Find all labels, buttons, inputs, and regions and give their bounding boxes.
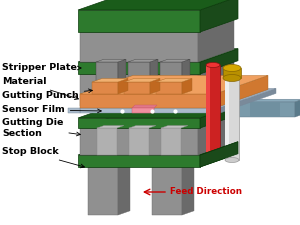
Polygon shape xyxy=(80,32,198,62)
Polygon shape xyxy=(80,128,198,155)
Polygon shape xyxy=(78,10,200,32)
Polygon shape xyxy=(78,0,238,10)
Polygon shape xyxy=(223,68,241,78)
Polygon shape xyxy=(206,65,210,155)
Polygon shape xyxy=(78,49,238,62)
Polygon shape xyxy=(78,118,200,128)
Polygon shape xyxy=(96,62,118,108)
Polygon shape xyxy=(160,59,190,62)
Polygon shape xyxy=(161,72,188,74)
Ellipse shape xyxy=(225,158,239,162)
Polygon shape xyxy=(80,88,276,108)
Polygon shape xyxy=(230,102,295,117)
Polygon shape xyxy=(220,88,276,113)
Polygon shape xyxy=(118,79,128,94)
Polygon shape xyxy=(97,74,117,106)
Polygon shape xyxy=(250,102,280,117)
Polygon shape xyxy=(198,115,234,155)
Polygon shape xyxy=(128,59,158,62)
Ellipse shape xyxy=(223,65,241,72)
Polygon shape xyxy=(97,126,124,128)
Text: Gutting Die
Section: Gutting Die Section xyxy=(2,118,80,138)
Polygon shape xyxy=(200,105,238,128)
Polygon shape xyxy=(92,82,118,94)
Text: Stripper Plate: Stripper Plate xyxy=(2,63,81,72)
Polygon shape xyxy=(200,0,238,32)
Polygon shape xyxy=(78,142,238,155)
Text: Stop Block: Stop Block xyxy=(2,148,84,168)
Ellipse shape xyxy=(225,72,239,77)
Polygon shape xyxy=(152,163,194,167)
Polygon shape xyxy=(182,59,190,108)
Polygon shape xyxy=(129,74,149,106)
Polygon shape xyxy=(160,62,182,108)
Polygon shape xyxy=(124,79,160,82)
Polygon shape xyxy=(80,115,234,128)
Polygon shape xyxy=(88,167,118,215)
Text: Gutting Punch: Gutting Punch xyxy=(2,89,92,101)
Polygon shape xyxy=(97,72,124,74)
Polygon shape xyxy=(128,62,150,108)
Polygon shape xyxy=(92,79,128,82)
Polygon shape xyxy=(230,99,300,102)
Polygon shape xyxy=(200,142,238,167)
Polygon shape xyxy=(156,79,192,82)
Polygon shape xyxy=(156,82,182,94)
Ellipse shape xyxy=(223,74,241,81)
Polygon shape xyxy=(80,61,234,74)
Text: Feed Direction: Feed Direction xyxy=(170,187,242,196)
Polygon shape xyxy=(80,94,215,108)
Polygon shape xyxy=(78,155,200,167)
Polygon shape xyxy=(129,72,156,74)
Polygon shape xyxy=(215,75,268,108)
Polygon shape xyxy=(80,74,198,106)
Polygon shape xyxy=(132,105,157,108)
Polygon shape xyxy=(161,126,188,128)
Polygon shape xyxy=(129,128,149,155)
Polygon shape xyxy=(200,142,238,167)
Polygon shape xyxy=(161,74,181,106)
Polygon shape xyxy=(225,75,239,160)
Polygon shape xyxy=(152,167,182,215)
Ellipse shape xyxy=(206,153,220,158)
Polygon shape xyxy=(96,59,126,62)
Polygon shape xyxy=(161,128,181,155)
Polygon shape xyxy=(198,19,234,62)
Polygon shape xyxy=(80,19,234,32)
Polygon shape xyxy=(198,61,234,106)
Text: Sensor Film: Sensor Film xyxy=(2,106,101,115)
Polygon shape xyxy=(118,59,126,108)
Polygon shape xyxy=(182,163,194,215)
Polygon shape xyxy=(78,62,200,74)
Polygon shape xyxy=(68,108,80,113)
Polygon shape xyxy=(132,108,154,113)
Ellipse shape xyxy=(206,63,220,68)
Polygon shape xyxy=(225,75,229,160)
Polygon shape xyxy=(206,65,220,155)
Polygon shape xyxy=(118,163,130,215)
Polygon shape xyxy=(200,49,238,74)
Polygon shape xyxy=(150,59,158,108)
Polygon shape xyxy=(295,99,300,117)
Text: Material: Material xyxy=(2,77,79,100)
Polygon shape xyxy=(129,126,156,128)
Polygon shape xyxy=(88,163,130,167)
Polygon shape xyxy=(200,142,238,155)
Polygon shape xyxy=(150,79,160,94)
Polygon shape xyxy=(97,128,117,155)
Polygon shape xyxy=(80,75,268,94)
Polygon shape xyxy=(124,82,150,94)
Polygon shape xyxy=(80,108,220,113)
Polygon shape xyxy=(78,105,238,118)
Polygon shape xyxy=(182,79,192,94)
